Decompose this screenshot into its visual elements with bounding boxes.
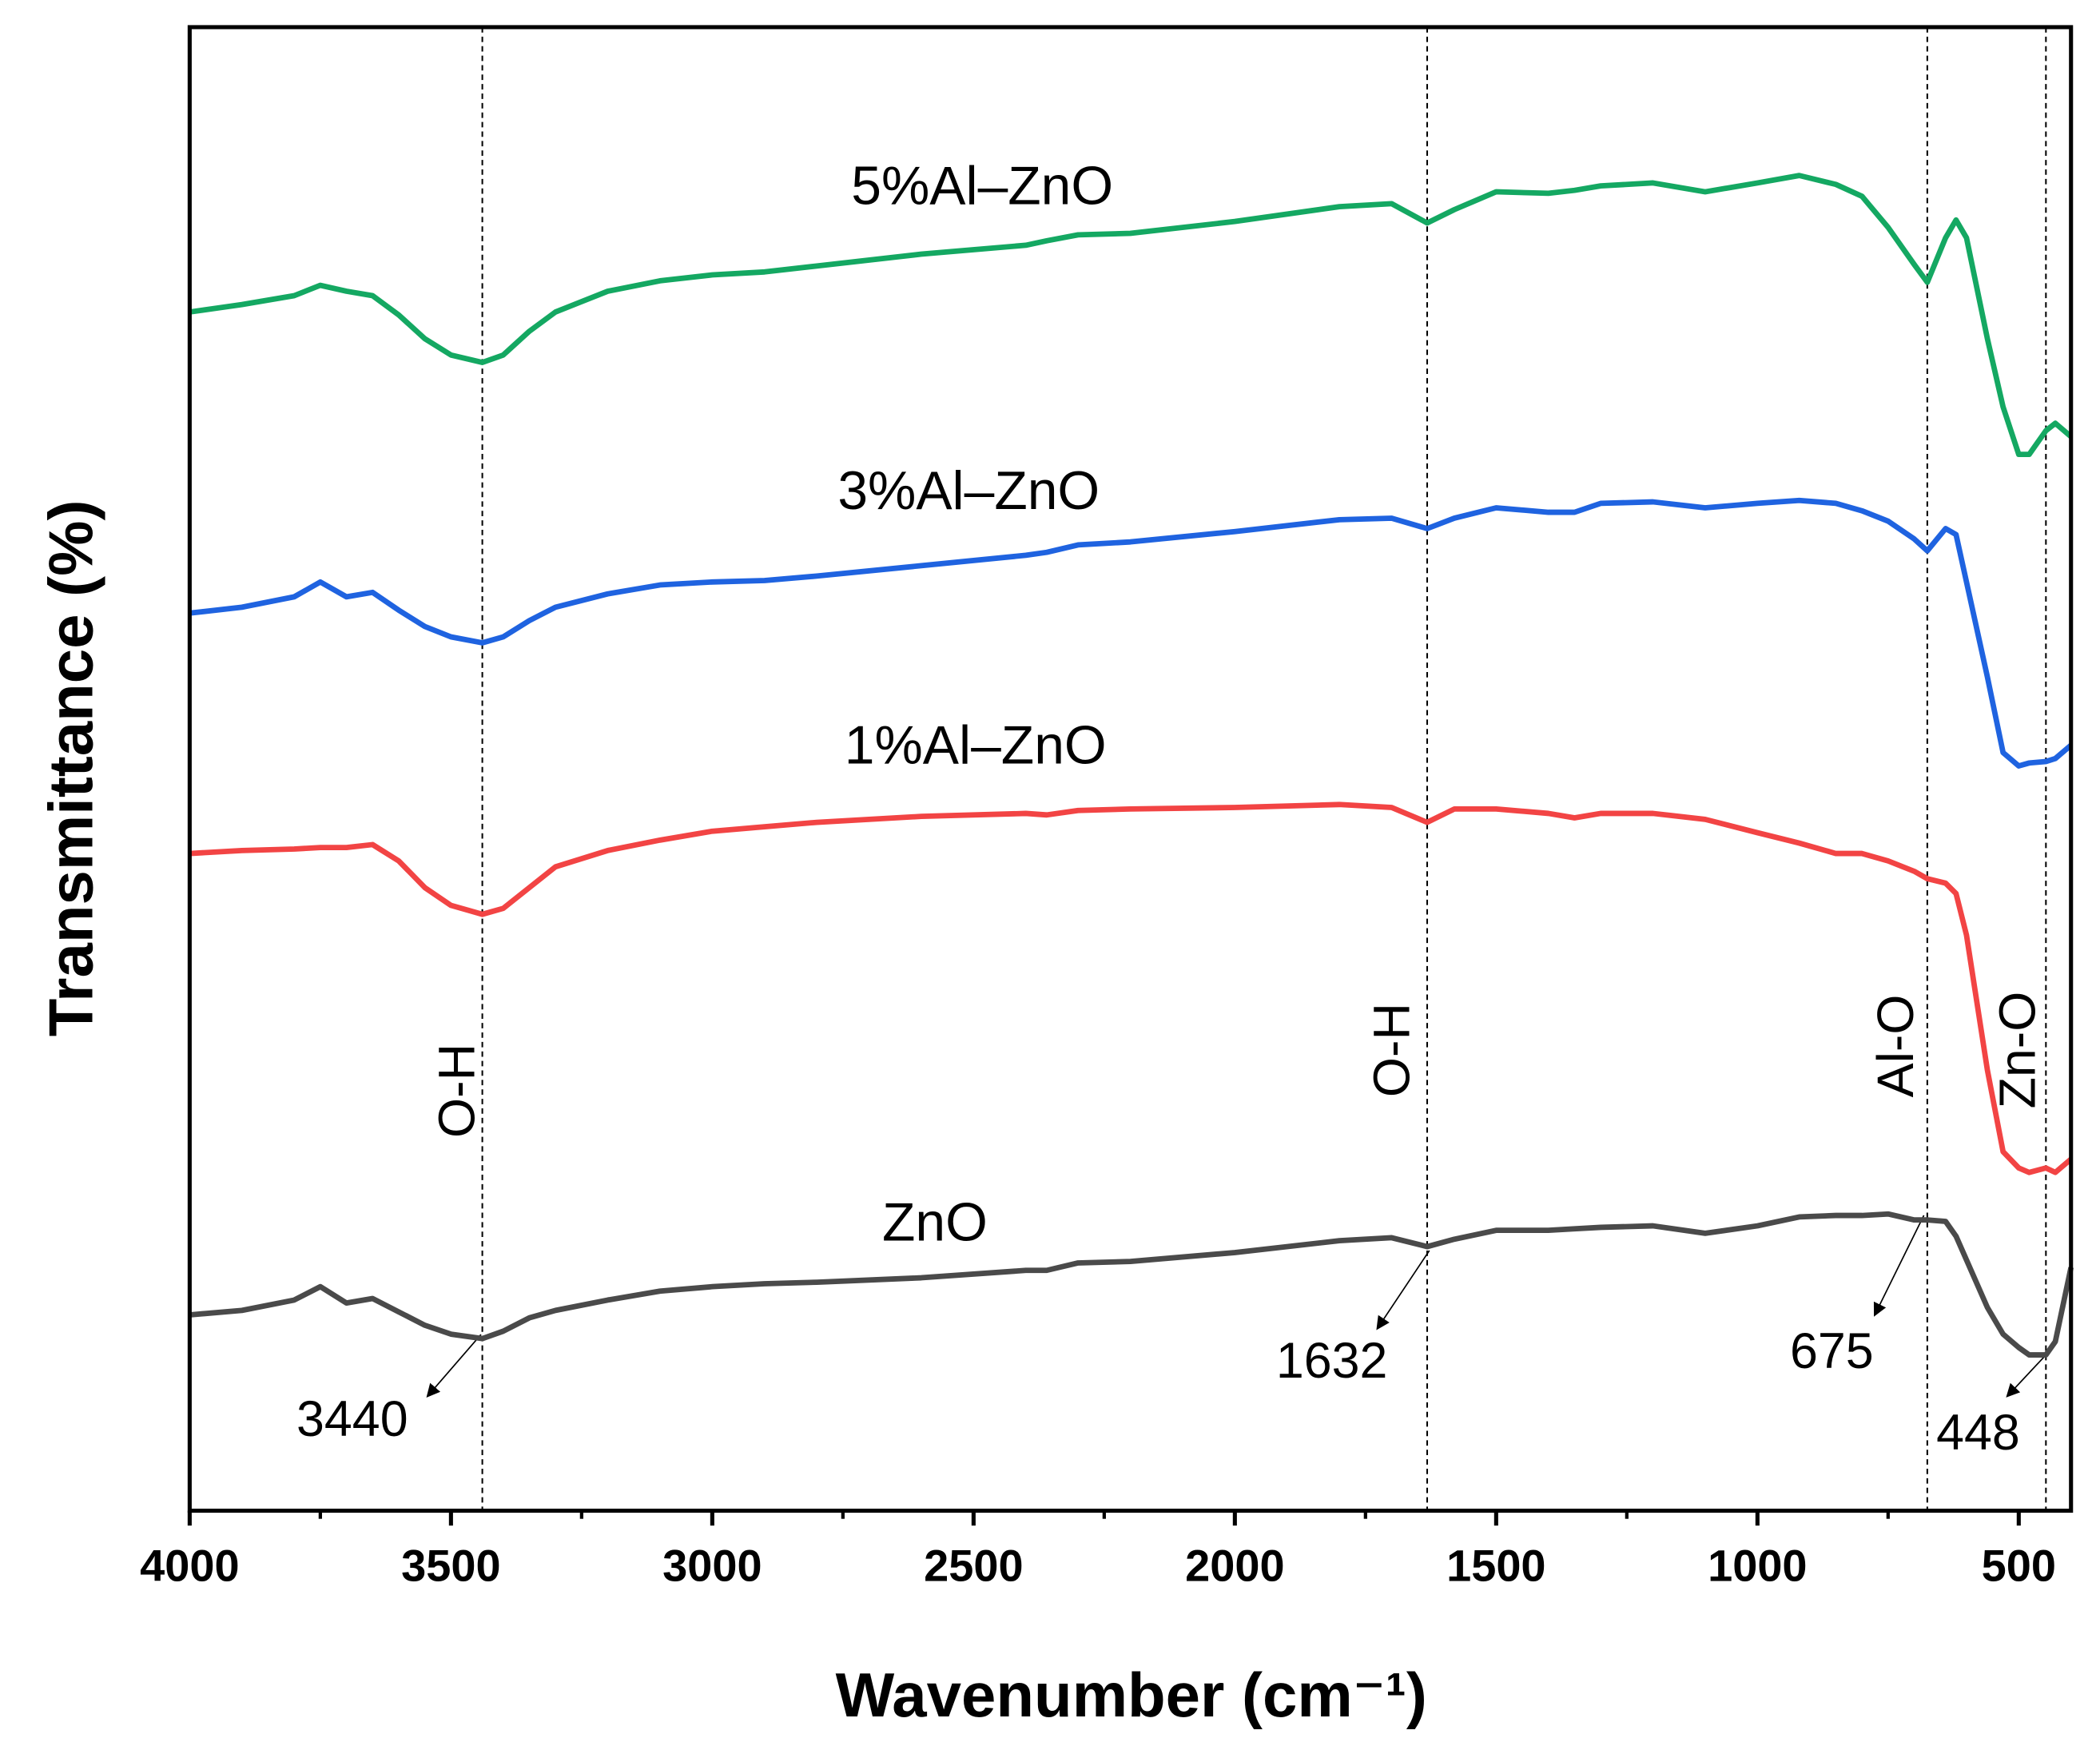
series-label: ZnO	[882, 1192, 988, 1252]
x-axis-title: Wavenumber (cm⁻¹)	[836, 1660, 1427, 1730]
annotation-arrow	[426, 1334, 482, 1398]
annotation-arrow	[1376, 1250, 1430, 1330]
x-tick-label: 2000	[1185, 1541, 1284, 1591]
x-tick-label: 4000	[140, 1541, 239, 1591]
x-tick-label: 2500	[924, 1541, 1023, 1591]
peak-value: 448	[1936, 1405, 2020, 1461]
series-label: 1%Al–ZnO	[845, 716, 1107, 776]
annotation-arrow	[1873, 1215, 1925, 1317]
spectrum-line	[189, 173, 2073, 458]
x-tick-label: 1000	[1708, 1541, 1807, 1591]
peak-label: Zn-O	[1989, 992, 2046, 1109]
x-tick-label: 3500	[401, 1541, 500, 1591]
annotation-arrow	[2006, 1351, 2050, 1398]
y-axis-title: Transmittance (%)	[35, 500, 105, 1037]
peak-label: Al-O	[1867, 995, 1924, 1098]
x-tick-label: 1500	[1446, 1541, 1545, 1591]
spectrum-line	[189, 497, 2073, 769]
plot-frame	[187, 25, 2074, 1513]
series-label: 3%Al–ZnO	[837, 461, 1100, 521]
peak-value: 675	[1790, 1323, 1874, 1379]
x-tick-label: 3000	[662, 1541, 762, 1591]
peak-value: 1632	[1276, 1333, 1388, 1389]
series-label: 5%Al–ZnO	[851, 156, 1113, 216]
peak-label: O-H	[428, 1044, 485, 1138]
spectrum-line	[189, 801, 2073, 1175]
peak-label: O-H	[1362, 1003, 1420, 1097]
x-tick-label: 500	[1982, 1541, 2056, 1591]
spectrum-line	[189, 1211, 2074, 1358]
peak-value: 3440	[296, 1391, 408, 1447]
